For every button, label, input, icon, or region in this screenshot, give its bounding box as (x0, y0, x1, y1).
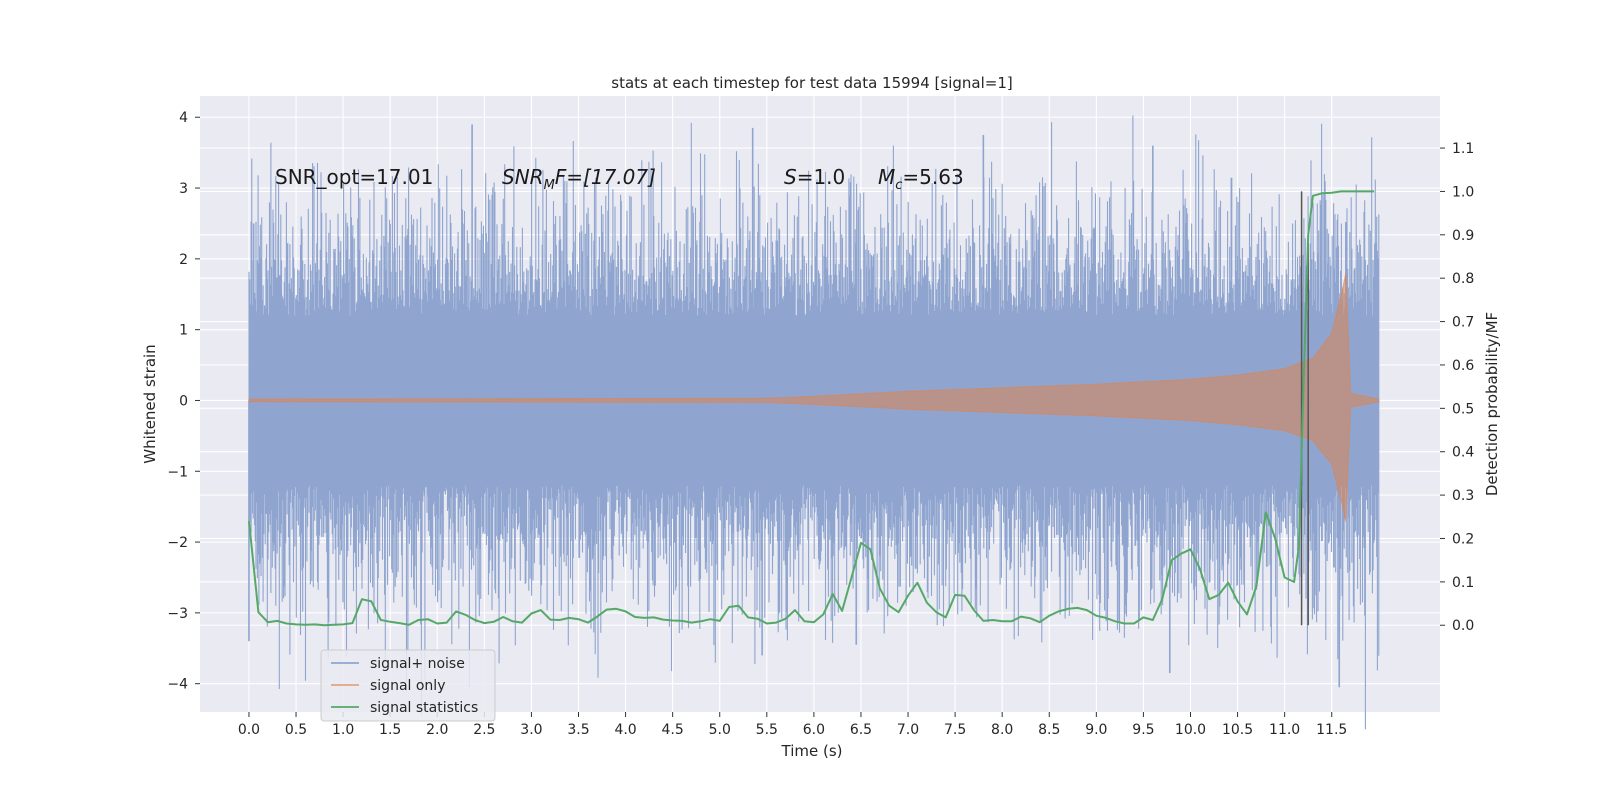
annotation-mc-sub: c (895, 178, 902, 193)
annotation-snr-mf-tail: F=[17.07] (555, 165, 656, 189)
annotation-s: S=1.0 (784, 165, 845, 189)
x-tick-label: 7.5 (944, 722, 966, 738)
y-axis-label: Whitened strain (141, 344, 159, 463)
annotation-mc: Mc=5.63 (878, 165, 964, 193)
legend: signal+ noise signal only signal statist… (320, 649, 496, 722)
x-axis-label: Time (s) (781, 742, 843, 760)
series-signal-statistics (248, 190, 1375, 627)
y2-tick-label: 0.6 (1452, 358, 1474, 374)
x-tick-label: 8.5 (1038, 722, 1060, 738)
x-tick-label: 11.5 (1316, 722, 1347, 738)
x-tick-label: 6.0 (803, 722, 825, 738)
x-tick-label: 2.0 (426, 722, 448, 738)
legend-label-noise: signal+ noise (370, 656, 465, 672)
y-tick-label: 3 (179, 181, 188, 197)
annotation-mc-base: M (878, 165, 895, 189)
x-tick-label: 11.0 (1269, 722, 1300, 738)
legend-box (320, 649, 496, 722)
y2-tick-label: 0.7 (1452, 315, 1474, 331)
x-tick-label: 10.5 (1222, 722, 1253, 738)
annotation-snr-mf: SNRMF=[17.07] (502, 165, 656, 193)
y-tick-label: 0 (179, 393, 188, 409)
signal-envelope (248, 272, 1380, 522)
x-tick-label: 9.0 (1085, 722, 1107, 738)
annotation-snr-mf-base: SNR (502, 165, 544, 189)
x-axis: 0.0 0.5 1.0 1.5 2.0 2.5 3.0 3.5 4.0 4.5 5.0 5.5 6.0 6… (238, 712, 1347, 738)
y2-tick-label: 0.8 (1452, 271, 1474, 287)
y-tick-label: −3 (167, 606, 188, 622)
x-tick-label: 9.5 (1132, 722, 1154, 738)
y-tick-label: 2 (179, 252, 188, 268)
y-tick-label: 4 (179, 110, 188, 126)
x-tick-label: 5.0 (709, 722, 731, 738)
annotation-s-base: S (784, 165, 797, 189)
x-tick-label: 0.5 (285, 722, 307, 738)
x-tick-label: 4.5 (662, 722, 684, 738)
x-tick-label: 1.5 (379, 722, 401, 738)
y-axis-right: 1.1 1.0 0.9 0.8 0.7 0.6 0.5 0.4 0.3 0.2 0.1 0.0 (1440, 141, 1474, 634)
y-tick-label: −2 (167, 535, 188, 551)
x-tick-label: 10.0 (1175, 722, 1206, 738)
x-tick-label: 1.0 (332, 722, 354, 738)
stats-line (248, 190, 1375, 627)
y-tick-label: −1 (167, 464, 188, 480)
annotations: SNR_opt=17.01 SNRMF=[17.07] S=1.0 Mc=5.6… (275, 165, 964, 193)
x-tick-label: 5.5 (756, 722, 778, 738)
y2-tick-label: 0.2 (1452, 531, 1474, 547)
y2-tick-label: 0.5 (1452, 401, 1474, 417)
x-tick-label: 3.0 (520, 722, 542, 738)
x-tick-label: 0.0 (238, 722, 260, 738)
y2-tick-label: 0.4 (1452, 445, 1474, 461)
y-tick-label: −4 (167, 677, 188, 693)
y2-tick-label: 1.1 (1452, 141, 1474, 157)
x-tick-label: 2.5 (473, 722, 495, 738)
y-axis-left: 4 3 2 1 0 −1 −2 −3 −4 (167, 110, 200, 693)
x-tick-label: 3.5 (567, 722, 589, 738)
annotation-snr-mf-sub: M (544, 178, 555, 193)
x-tick-label: 8.0 (991, 722, 1013, 738)
x-tick-label: 7.0 (897, 722, 919, 738)
y2-tick-label: 0.3 (1452, 488, 1474, 504)
y2-tick-label: 0.1 (1452, 575, 1474, 591)
chart-title: stats at each timestep for test data 159… (611, 74, 1012, 92)
y2-tick-label: 0.0 (1452, 618, 1474, 634)
y2-tick-label: 0.9 (1452, 228, 1474, 244)
annotation-snr-opt: SNR_opt=17.01 (275, 165, 433, 189)
x-tick-label: 4.0 (614, 722, 636, 738)
legend-label-signal: signal only (370, 678, 445, 694)
y-tick-label: 1 (179, 323, 188, 339)
x-tick-label: 6.5 (850, 722, 872, 738)
vertical-markers (1300, 191, 1309, 626)
y2-axis-label: Detection probability/MF (1483, 312, 1501, 496)
series-signal-only (248, 272, 1380, 522)
y2-tick-label: 1.0 (1452, 184, 1474, 200)
annotation-s-tail: =1.0 (797, 165, 846, 189)
annotation-mc-tail: =5.63 (902, 165, 963, 189)
legend-label-stats: signal statistics (370, 700, 478, 716)
